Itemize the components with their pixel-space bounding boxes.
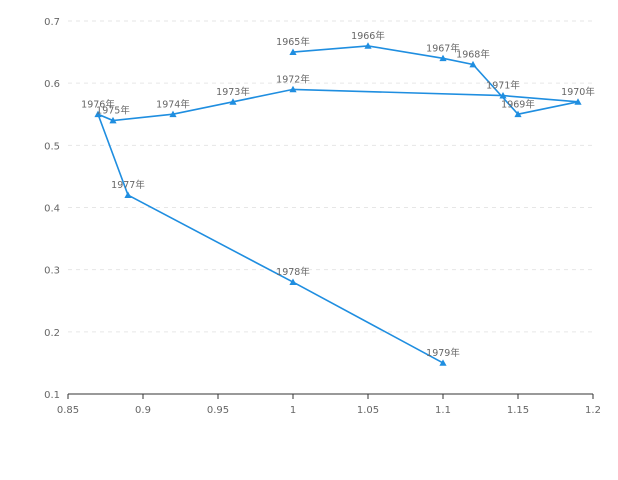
x-tick-label: 1.15 (507, 405, 529, 416)
data-point-marker (289, 85, 297, 93)
data-point-marker (124, 191, 132, 198)
data-point-label: 1973年 (216, 86, 250, 98)
data-point-marker (469, 60, 477, 68)
data-point-marker (439, 54, 447, 62)
data-point-label: 1978年 (276, 266, 310, 278)
data-point-label: 1968年 (456, 49, 490, 61)
x-tick-label: 1.05 (357, 405, 379, 416)
data-point-marker (94, 110, 102, 118)
x-tick-label: 1 (290, 405, 296, 416)
data-point-label: 1965年 (276, 36, 310, 48)
data-point-marker (169, 110, 177, 118)
x-tick-label: 0.9 (135, 405, 151, 416)
data-point-marker (499, 92, 507, 99)
data-point-label: 1970年 (561, 86, 595, 98)
data-point-marker (364, 42, 372, 49)
data-point-label: 1966年 (351, 30, 385, 42)
x-tick-label: 0.95 (207, 405, 229, 416)
y-tick-label: 0.5 (44, 141, 60, 152)
x-tick-label: 1.2 (585, 405, 601, 416)
data-point-label: 1977年 (111, 179, 145, 191)
y-tick-label: 0.3 (44, 266, 60, 277)
y-tick-label: 0.4 (44, 204, 60, 215)
x-tick-label: 1.1 (435, 405, 451, 416)
grid-lines (68, 20, 593, 333)
y-tick-label: 0.1 (44, 390, 60, 401)
data-point-label: 1974年 (156, 98, 190, 110)
data-point-label: 1979年 (426, 347, 460, 359)
data-point-marker (289, 48, 297, 55)
y-tick-label: 0.2 (44, 328, 60, 339)
data-point-marker (229, 98, 237, 105)
data-point-marker (439, 359, 447, 366)
x-tick-label: 0.85 (57, 405, 79, 416)
data-point-marker (109, 116, 117, 124)
data-point-marker (574, 98, 582, 105)
data-point-label: 1975年 (96, 104, 130, 116)
data-point-marker (289, 278, 297, 285)
data-point-label: 1969年 (501, 98, 535, 110)
series-layer (94, 42, 582, 366)
y-tick-label: 0.6 (44, 79, 60, 90)
data-point-label: 1972年 (276, 73, 310, 85)
data-point-label: 1967年 (426, 42, 460, 54)
y-tick-label: 0.7 (44, 17, 60, 28)
data-point-label: 1971年 (486, 80, 520, 92)
axes: 0.1 0.2 0.3 0.4 0.5 0.6 0.7 0.85 0.9 0.95 1 1.05 1.1… (44, 17, 601, 416)
data-point-label: 1976年 (81, 98, 115, 110)
series-line (96, 45, 579, 364)
data-point-marker (514, 110, 522, 118)
